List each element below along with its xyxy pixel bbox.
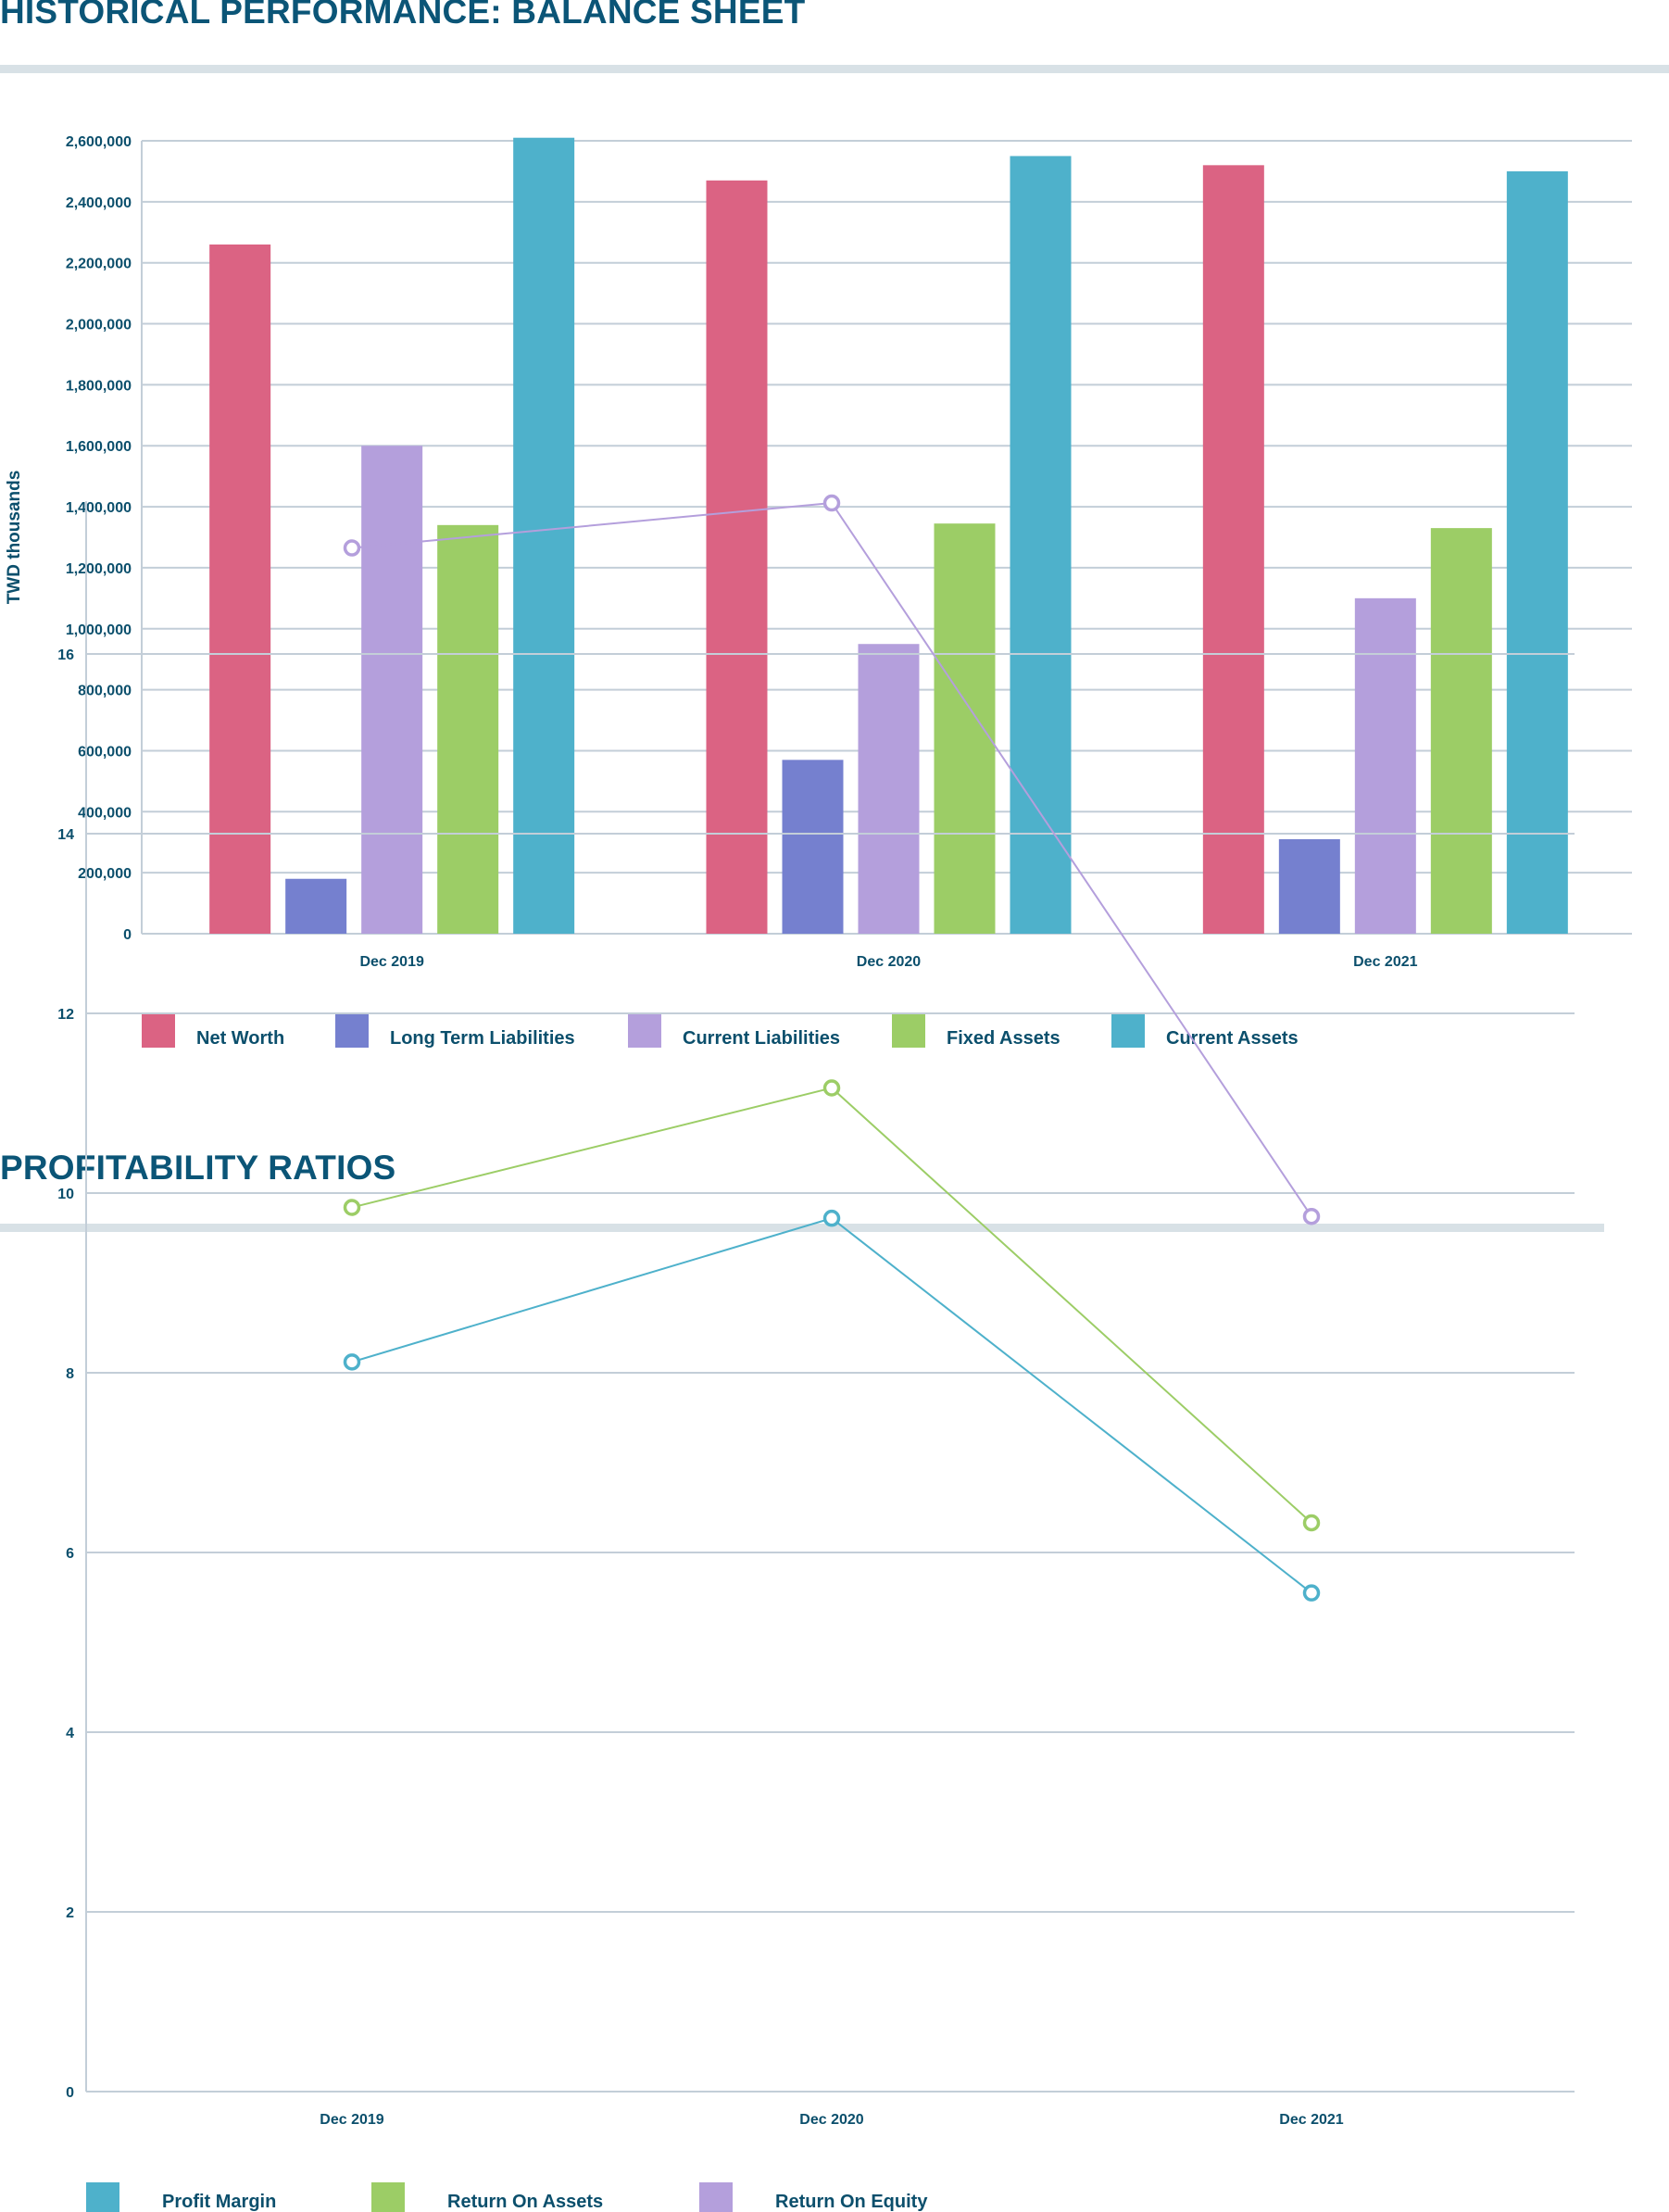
y-tick-label: 2,200,000: [66, 257, 132, 272]
bar: [1354, 597, 1416, 934]
data-point: [343, 539, 361, 557]
legend-label: Profit Margin: [162, 2192, 276, 2212]
legend-label: Net Worth: [196, 1028, 284, 1049]
legend-swatch: [892, 1014, 925, 1048]
y-tick-label: 200,000: [78, 866, 132, 882]
bar: [1278, 838, 1340, 934]
y-tick-label: 1,400,000: [66, 500, 132, 516]
y-tick-label: 2,400,000: [66, 195, 132, 211]
x-tick-label: Dec 2019: [320, 2112, 383, 2128]
bar: [285, 878, 347, 934]
bar: [437, 524, 499, 934]
bar: [1430, 528, 1492, 934]
y-tick-label: 800,000: [78, 684, 132, 699]
y-tick-label: 1,000,000: [66, 622, 132, 638]
bar: [513, 137, 575, 934]
x-tick-label: Dec 2019: [359, 954, 423, 970]
legend-swatch: [628, 1014, 661, 1048]
bar: [706, 180, 768, 935]
y-tick-label: 2: [66, 1905, 74, 1921]
bar: [782, 760, 844, 934]
profitability-line-chart: 0 2 4 6 8 10 12 14 16 Dec 2019 Dec 2020 Dec 2021 Pro…: [57, 494, 1575, 2212]
balance-sheet-title: HISTORICAL PERFORMANCE: BALANCE SHEET: [0, 0, 806, 31]
bar: [1010, 156, 1072, 934]
bar: [934, 523, 996, 934]
x-tick-label: Dec 2021: [1353, 954, 1417, 970]
legend-swatch: [699, 2182, 733, 2212]
data-point: [822, 494, 841, 512]
bar: [858, 644, 920, 934]
y-tick-label: 0: [66, 2085, 74, 2101]
y-tick-label: 10: [57, 1187, 74, 1202]
y-axis-title: TWD thousands: [5, 471, 24, 605]
series-line: [351, 1217, 1312, 1594]
bar: [361, 446, 423, 934]
y-tick-label: 8: [66, 1366, 74, 1382]
y-tick-label: 400,000: [78, 805, 132, 821]
balance-sheet-divider: [0, 65, 1669, 73]
balance-sheet-bar-chart: 0 200,000 400,000 600,000 800,000 1,000,000 1,…: [5, 134, 1632, 1049]
x-tick-label: Dec 2020: [857, 954, 921, 970]
legend-swatch: [86, 2182, 119, 2212]
bar: [209, 244, 271, 934]
y-tick-label: 2,000,000: [66, 318, 132, 333]
bar: [1202, 165, 1264, 935]
y-tick-label: 14: [57, 827, 74, 843]
y-tick-label: 1,800,000: [66, 378, 132, 394]
data-point: [822, 1079, 841, 1097]
data-point: [1302, 1207, 1321, 1225]
y-tick-label: 1,200,000: [66, 561, 132, 577]
legend-swatch: [335, 1014, 369, 1048]
y-tick-label: 600,000: [78, 744, 132, 760]
data-point: [1302, 1514, 1321, 1532]
legend-swatch: [371, 2182, 405, 2212]
legend-label: Current Assets: [1166, 1028, 1299, 1049]
legend-label: Return On Equity: [775, 2192, 928, 2212]
data-point: [343, 1353, 361, 1371]
y-tick-label: 12: [57, 1007, 74, 1023]
data-point: [343, 1199, 361, 1216]
y-tick-label: 16: [57, 647, 74, 663]
legend-label: Fixed Assets: [947, 1028, 1060, 1049]
legend-swatch: [142, 1014, 175, 1048]
y-tick-label: 1,600,000: [66, 439, 132, 455]
legend-label: Current Liabilities: [683, 1028, 840, 1049]
y-tick-label: 2,600,000: [66, 134, 132, 150]
data-point: [1302, 1584, 1321, 1602]
profitability-title: PROFITABILITY RATIOS: [0, 1149, 396, 1187]
data-point: [822, 1209, 841, 1227]
y-tick-label: 6: [66, 1546, 74, 1562]
y-tick-label: 0: [123, 927, 132, 943]
x-tick-label: Dec 2021: [1279, 2112, 1343, 2128]
legend-label: Return On Assets: [447, 2192, 603, 2212]
legend-label: Long Term Liabilities: [390, 1028, 575, 1049]
x-tick-label: Dec 2020: [799, 2112, 863, 2128]
y-tick-label: 4: [66, 1726, 74, 1741]
series-line: [351, 1087, 1312, 1524]
legend-swatch: [1111, 1014, 1145, 1048]
bar: [1506, 170, 1568, 934]
